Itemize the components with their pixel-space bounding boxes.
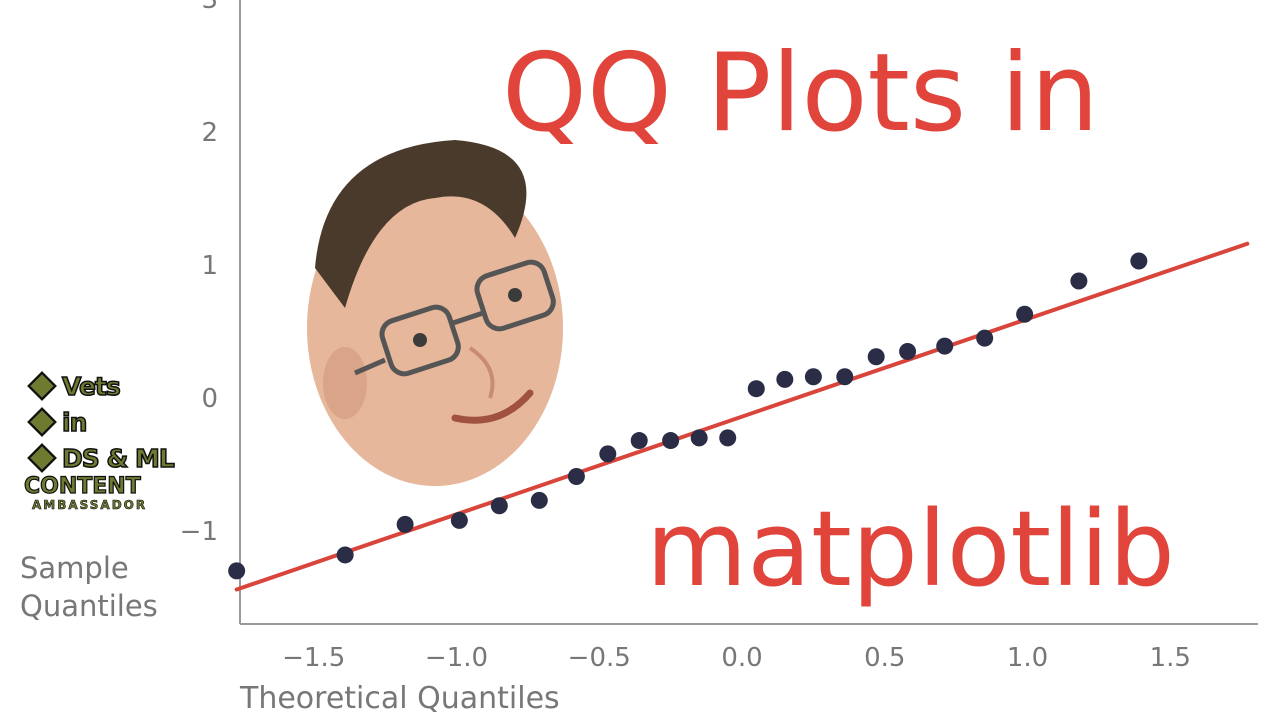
data-point — [228, 562, 246, 580]
x-tick-label: −1.5 — [282, 643, 345, 673]
x-tick-label: −1.0 — [425, 643, 488, 673]
data-point — [1130, 252, 1148, 270]
badge-line2: in — [61, 407, 88, 438]
diamond-icon — [27, 443, 57, 473]
badge-line1: Vets — [61, 371, 121, 402]
x-tick-label: 1.5 — [1150, 643, 1191, 673]
x-tick-label: 0.5 — [864, 643, 905, 673]
badge-row-2: in — [20, 404, 205, 440]
badge-line4: CONTENT — [23, 474, 141, 499]
title-line2: matplotlib — [646, 488, 1175, 610]
data-point — [599, 445, 617, 463]
badge-line5: AMBASSADOR — [32, 498, 148, 513]
badge-line3: DS & ML — [61, 443, 175, 474]
data-point — [450, 511, 468, 529]
data-point — [690, 429, 708, 447]
y-tick-label: 0 — [201, 384, 218, 414]
data-point — [490, 497, 508, 515]
y-axis-label: Sample Quantiles — [20, 551, 158, 623]
data-point — [804, 368, 822, 386]
data-point — [662, 432, 680, 450]
data-point — [336, 546, 354, 564]
diamond-icon — [27, 371, 57, 401]
data-point — [747, 380, 765, 398]
y-tick-label: 1 — [201, 251, 218, 281]
data-point — [976, 329, 994, 347]
y-tick-label: 2 — [201, 118, 218, 148]
data-point — [530, 491, 548, 509]
data-point — [396, 515, 414, 533]
vets-in-ds-ml-badge: Vets in DS & ML CONTENT AMBASSADOR — [20, 368, 205, 516]
y-tick-label: 3 — [201, 0, 218, 15]
data-point — [630, 432, 648, 450]
badge-row-1: Vets — [20, 368, 205, 404]
badge-row-3: DS & ML — [20, 440, 205, 476]
data-point — [719, 429, 737, 447]
x-axis-label: Theoretical Quantiles — [239, 681, 560, 716]
axes — [239, 0, 1258, 625]
presenter-portrait — [307, 140, 563, 486]
tick-labels: −1.5 −1.0 −0.5 0.0 0.5 1.0 1.5 3 2 1 0 −1 — [180, 0, 1191, 673]
x-tick-label: 1.0 — [1007, 643, 1048, 673]
data-point — [567, 467, 585, 485]
data-point — [1070, 272, 1088, 290]
y-tick-label: −1 — [180, 517, 218, 547]
data-point — [936, 337, 954, 355]
x-tick-label: −0.5 — [568, 643, 631, 673]
x-tick-label: 0.0 — [721, 643, 762, 673]
data-points — [228, 252, 1148, 580]
diamond-icon — [27, 407, 57, 437]
data-point — [899, 342, 917, 360]
data-point — [1016, 305, 1034, 323]
title-line1: QQ Plots in — [502, 31, 1099, 156]
data-point — [776, 370, 794, 388]
data-point — [836, 368, 854, 386]
data-point — [867, 348, 885, 366]
